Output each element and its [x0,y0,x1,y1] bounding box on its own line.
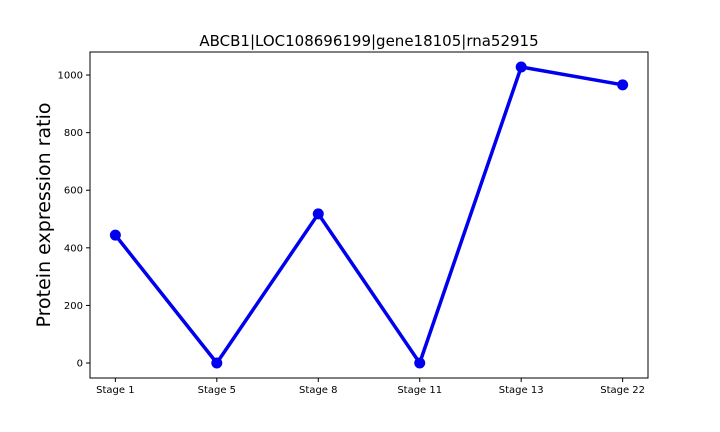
plot-frame [89,51,649,379]
x-tick-label: Stage 8 [299,385,337,396]
plot-area: Stage 1 Stage 5 Stage 8 Stage 11 Stage 13 Sta… [58,61,645,396]
y-tick-label: 0 [77,359,83,370]
series-line [113,65,625,365]
data-point [312,208,324,220]
y-tick-label: 600 [64,186,83,197]
x-tick-label: Stage 13 [499,385,544,396]
y-axis-label: Protein expression ratio [33,103,55,328]
x-tick-label: Stage 22 [600,385,645,396]
y-tick-label: 400 [64,243,83,254]
data-point [414,357,426,369]
x-tick-label: Stage 1 [96,385,134,396]
chart-title: ABCB1|LOC108696199|gene18105|rna52915 [199,32,538,50]
x-tick-label: Stage 5 [198,385,236,396]
data-point [211,357,223,369]
y-tick-label: 800 [64,128,83,139]
y-tick-label: 1000 [58,71,83,82]
y-tick-label: 200 [64,301,83,312]
data-point [109,229,121,241]
data-point [617,79,629,91]
x-tick-label: Stage 11 [397,385,442,396]
data-point [515,61,527,73]
